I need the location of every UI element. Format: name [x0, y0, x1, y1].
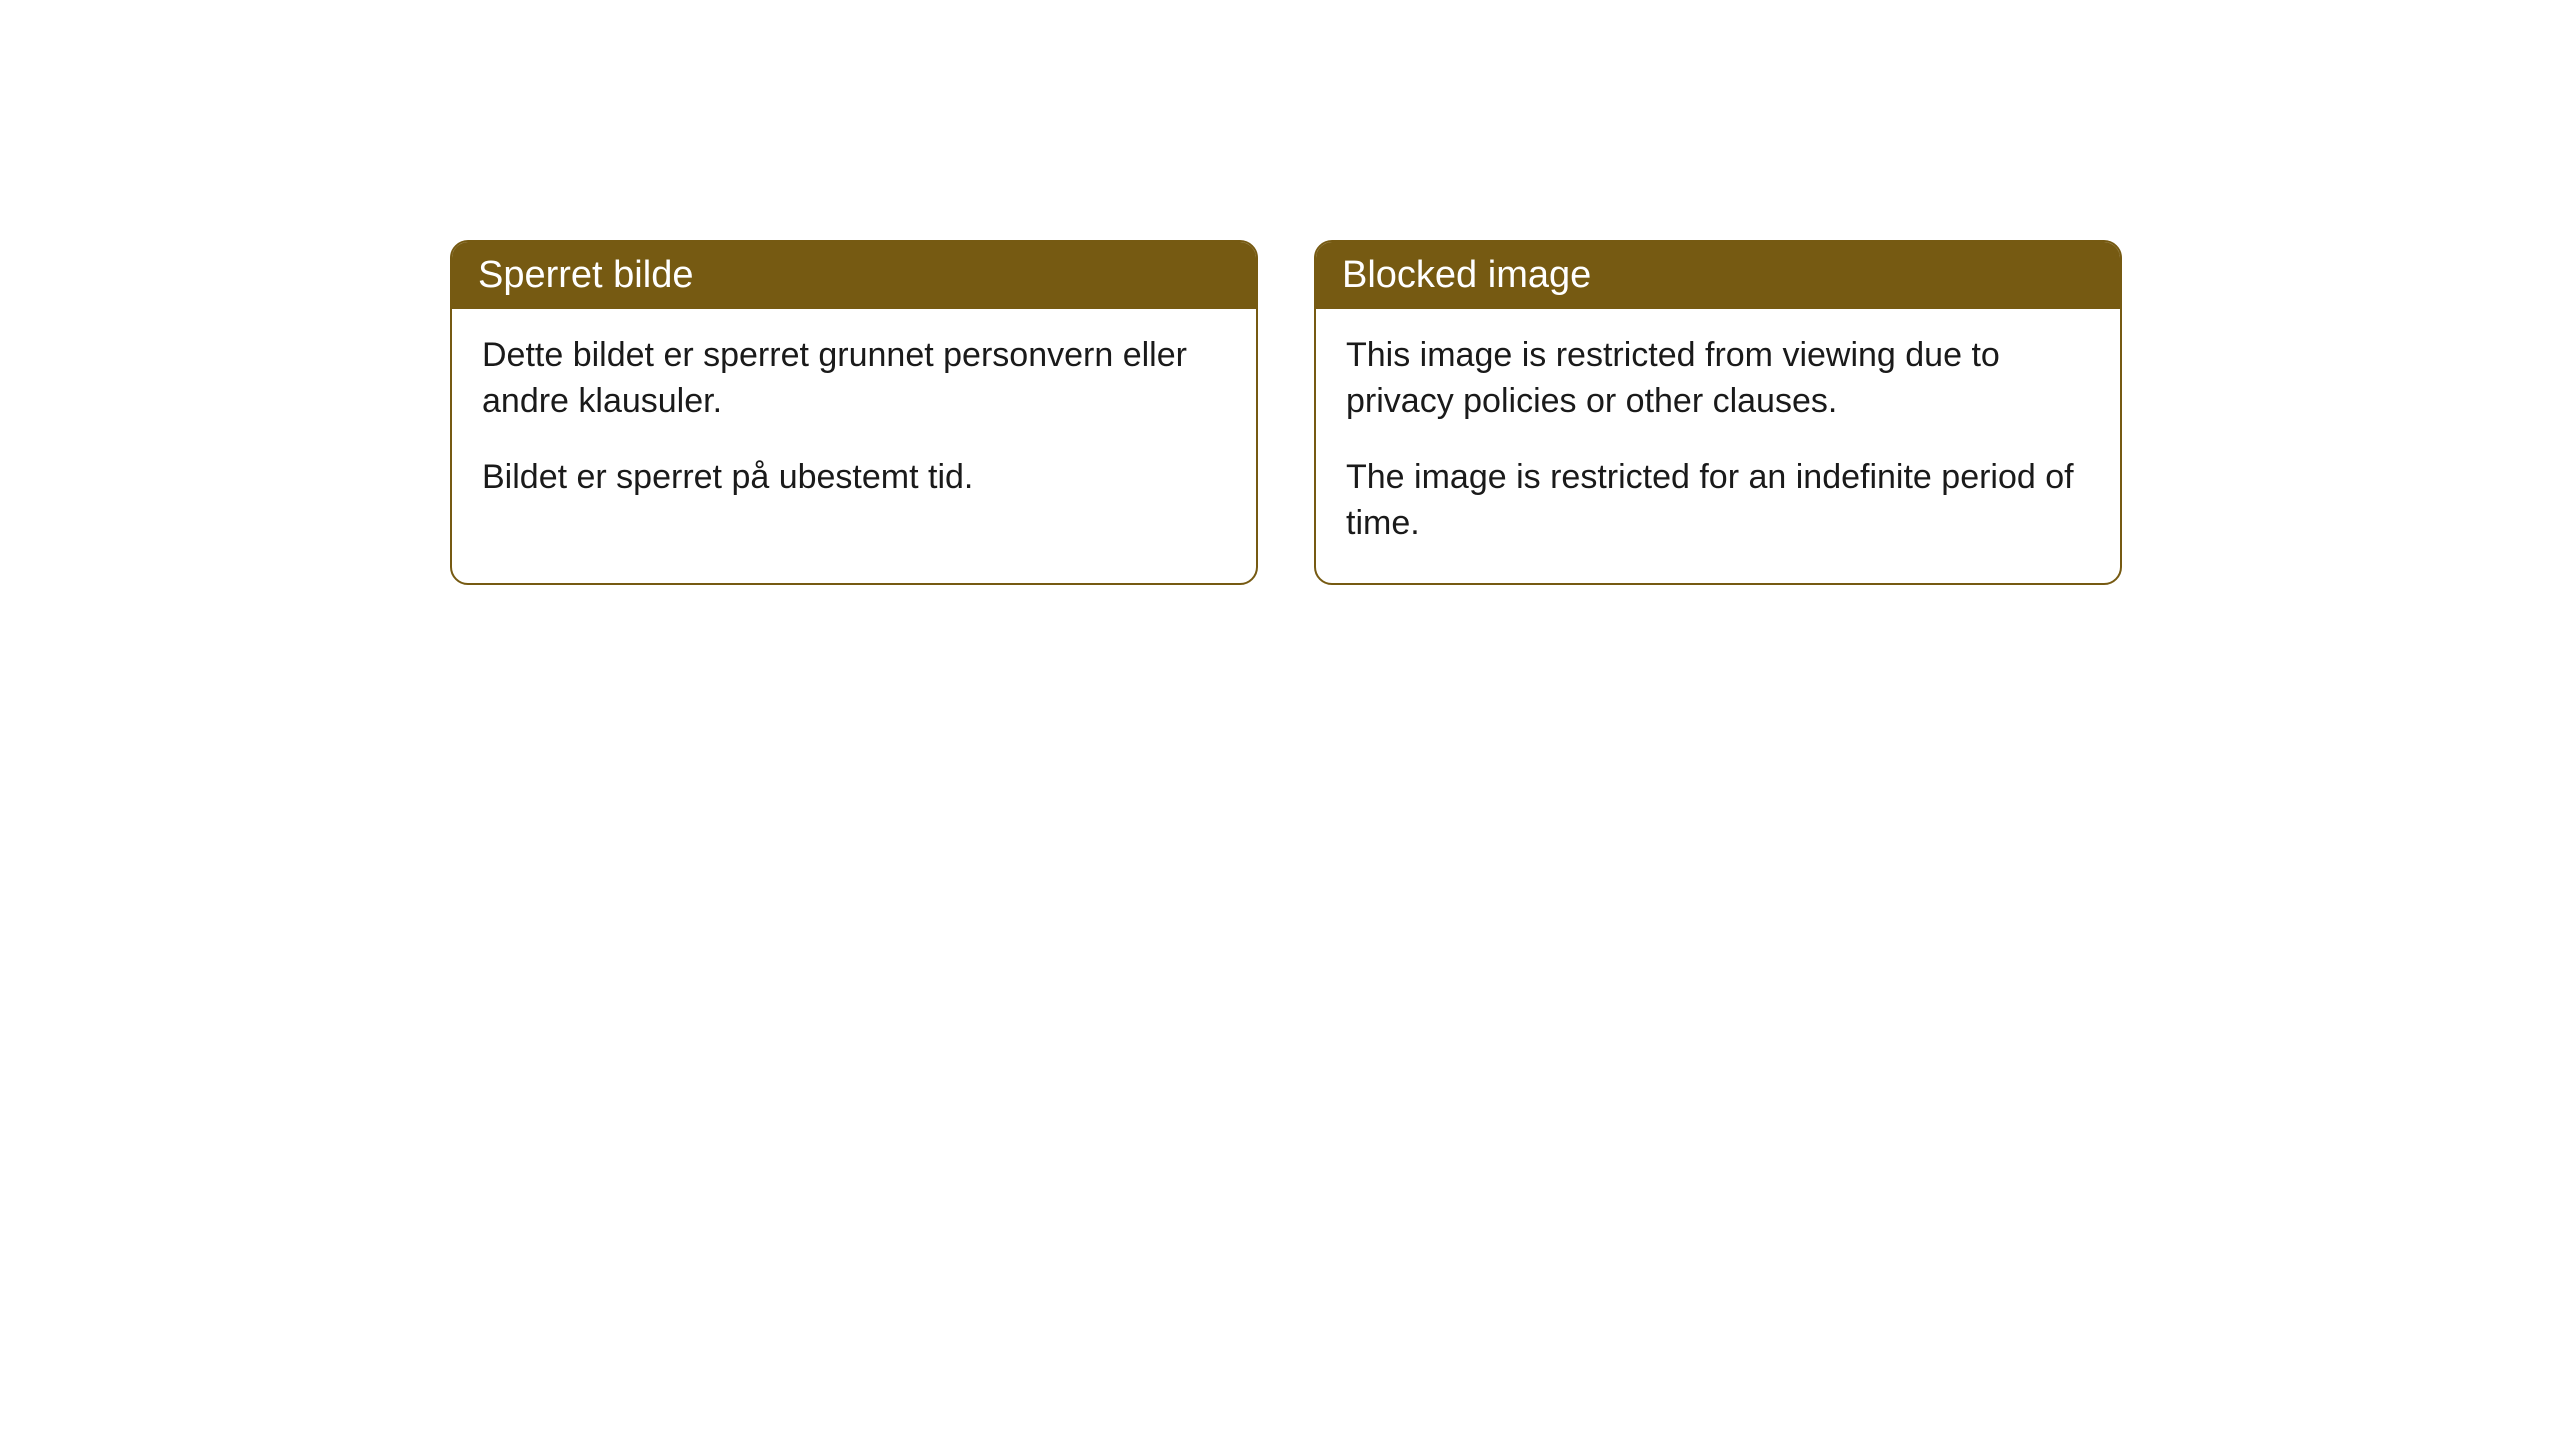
- notice-title-norwegian: Sperret bilde: [478, 254, 693, 296]
- notice-container: Sperret bilde Dette bildet er sperret gr…: [0, 0, 2560, 585]
- notice-card-english: Blocked image This image is restricted f…: [1314, 240, 2122, 585]
- notice-paragraph-1-english: This image is restricted from viewing du…: [1346, 333, 2090, 425]
- notice-paragraph-1-norwegian: Dette bildet er sperret grunnet personve…: [482, 333, 1226, 425]
- notice-header-english: Blocked image: [1316, 242, 2120, 309]
- notice-body-norwegian: Dette bildet er sperret grunnet personve…: [452, 309, 1256, 537]
- notice-header-norwegian: Sperret bilde: [452, 242, 1256, 309]
- notice-title-english: Blocked image: [1342, 254, 1591, 296]
- notice-paragraph-2-english: The image is restricted for an indefinit…: [1346, 455, 2090, 547]
- notice-card-norwegian: Sperret bilde Dette bildet er sperret gr…: [450, 240, 1258, 585]
- notice-paragraph-2-norwegian: Bildet er sperret på ubestemt tid.: [482, 455, 1226, 501]
- notice-body-english: This image is restricted from viewing du…: [1316, 309, 2120, 583]
